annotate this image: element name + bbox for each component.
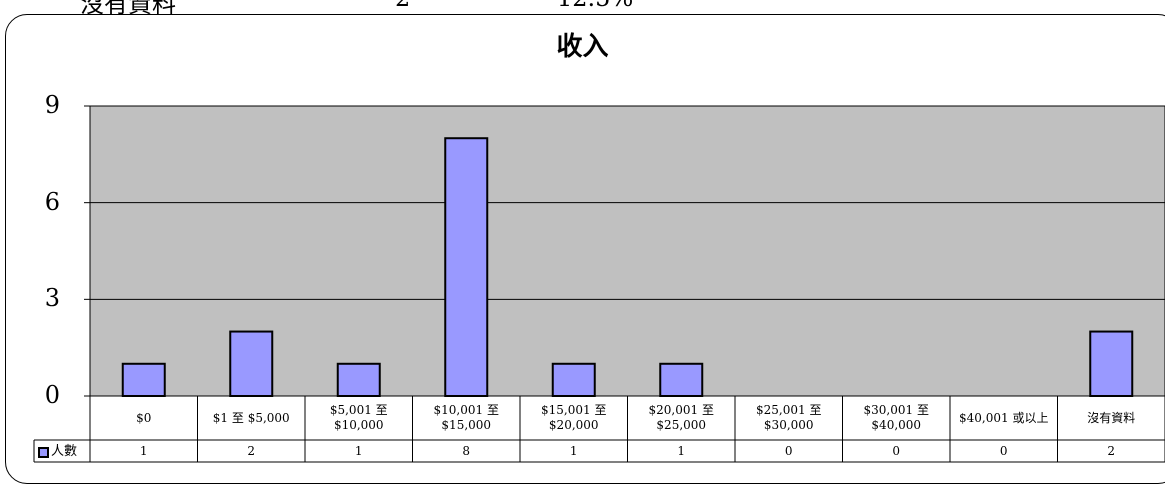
y-tick-label: 0 <box>0 382 60 408</box>
data-table-value: 0 <box>735 440 843 462</box>
category-label: $40,001 或以上 <box>950 396 1058 440</box>
data-table-value: 2 <box>198 440 306 462</box>
data-table-value: 0 <box>843 440 951 462</box>
data-table-value: 1 <box>90 440 198 462</box>
data-table-value: 2 <box>1058 440 1165 462</box>
category-label: $15,001 至 $20,000 <box>520 396 628 440</box>
legend-swatch-icon <box>38 447 49 458</box>
bar <box>445 138 487 396</box>
bar <box>123 364 165 396</box>
bar <box>553 364 595 396</box>
category-label: $25,001 至 $30,000 <box>735 396 843 440</box>
legend-series-name: 人數 <box>51 441 77 463</box>
data-table-value: 0 <box>950 440 1058 462</box>
y-tick-label: 9 <box>0 92 60 118</box>
data-table-value: 8 <box>413 440 521 462</box>
category-label: $5,001 至 $10,000 <box>305 396 413 440</box>
bar <box>1090 332 1132 396</box>
data-table-value: 1 <box>520 440 628 462</box>
bar <box>230 332 272 396</box>
category-label: $0 <box>90 396 198 440</box>
y-tick-label: 3 <box>0 285 60 311</box>
data-table-value: 1 <box>628 440 736 462</box>
category-label: $10,001 至 $15,000 <box>413 396 521 440</box>
category-label: $30,001 至 $40,000 <box>843 396 951 440</box>
category-label: $1 至 $5,000 <box>198 396 306 440</box>
y-tick-label: 6 <box>0 189 60 215</box>
bar <box>660 364 702 396</box>
legend-key: 人數 <box>38 441 77 463</box>
category-label: $20,001 至 $25,000 <box>628 396 736 440</box>
category-label: 沒有資料 <box>1058 396 1165 440</box>
bar <box>338 364 380 396</box>
data-table-value: 1 <box>305 440 413 462</box>
